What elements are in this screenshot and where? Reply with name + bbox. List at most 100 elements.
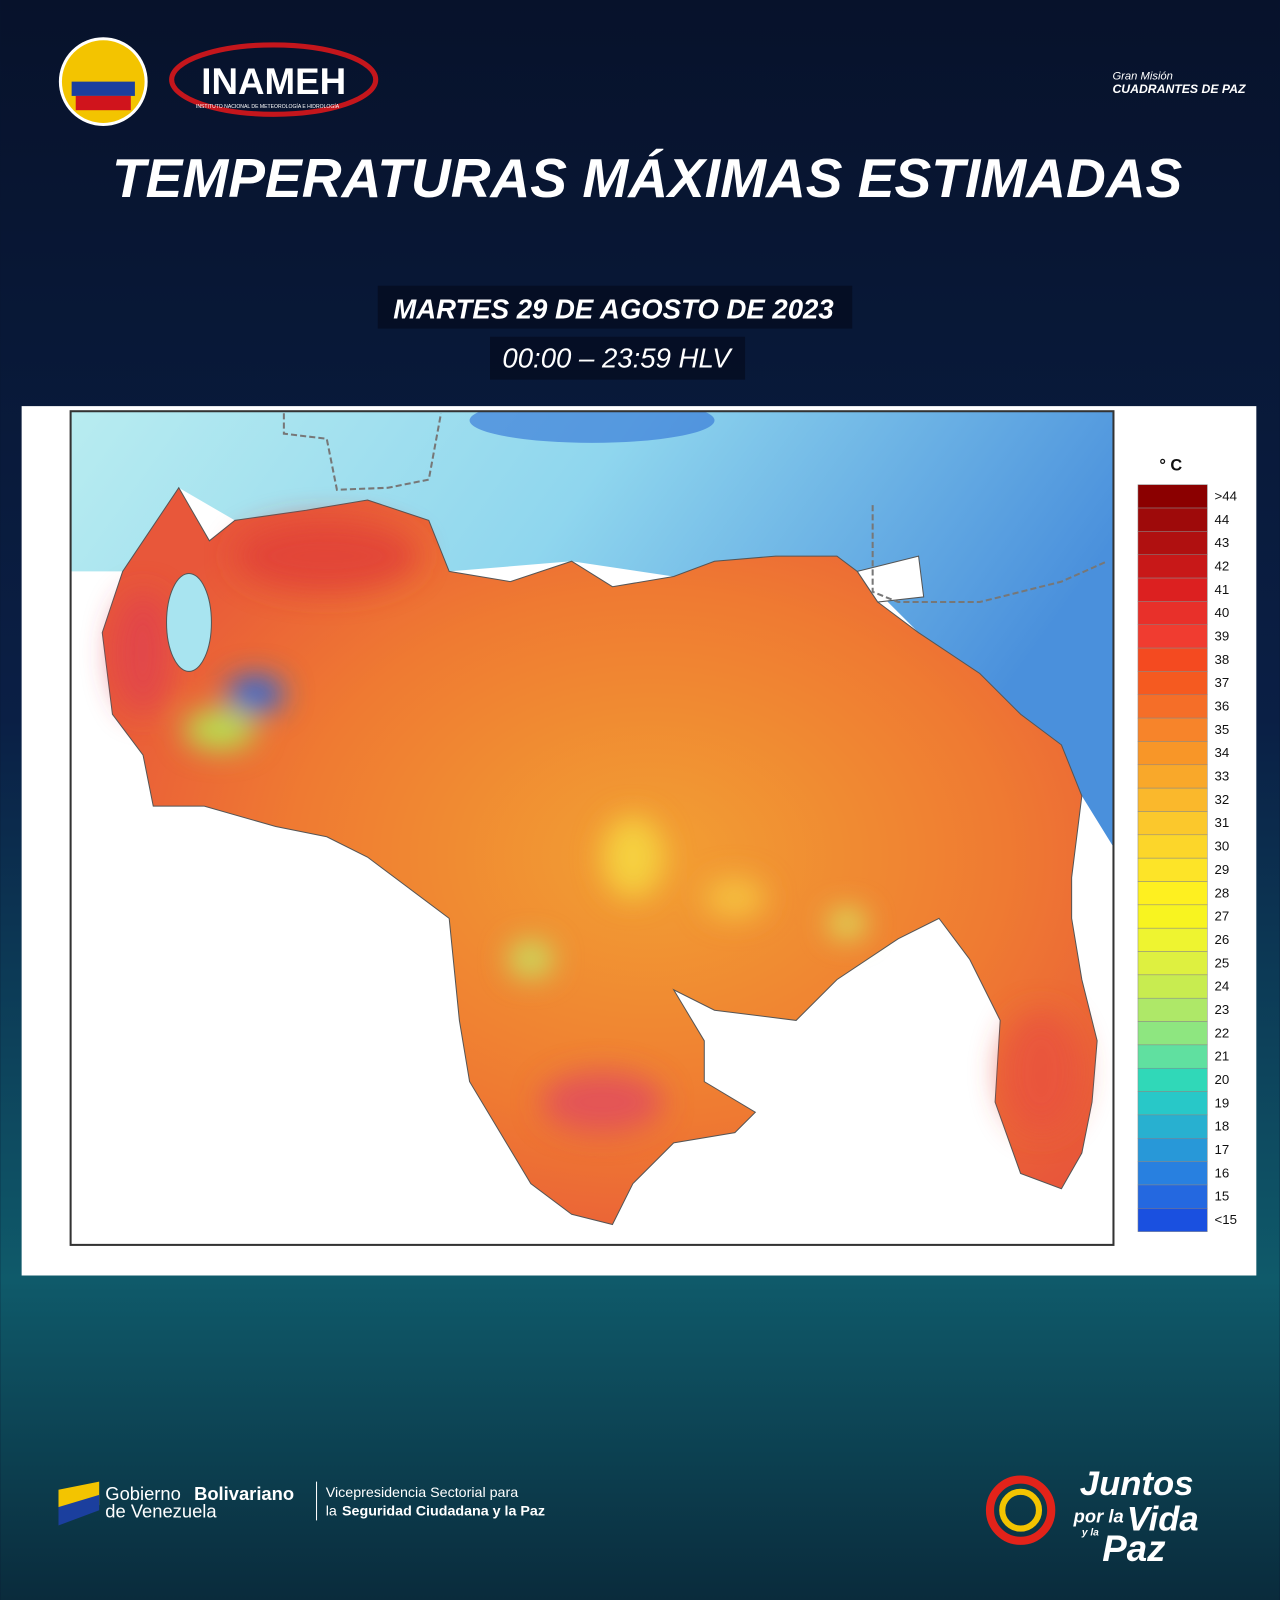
legend-label: 42 [1214,558,1229,573]
date-box [377,285,853,329]
legend-swatch [1137,904,1208,929]
legend-swatch [1137,671,1208,696]
footer-text: Bolivariano [194,1483,294,1504]
legend-label: 39 [1214,628,1229,643]
legend-label: 41 [1214,582,1229,597]
legend-swatch [1137,531,1208,555]
logo-text: INAMEH [201,61,346,102]
legend-label: 31 [1214,815,1229,830]
legend-swatch [1137,507,1208,532]
legend-label: 29 [1214,862,1229,877]
legend-label: <15 [1214,1212,1236,1227]
juntos-text: y la [1081,1528,1099,1539]
legend-swatch [1137,834,1208,859]
legend-swatch [1137,881,1208,906]
footer-text: Seguridad Ciudadana y la Paz [342,1503,545,1519]
legend-label: 35 [1214,722,1229,737]
legend-label: 43 [1214,535,1229,550]
legend-swatch [1137,1161,1208,1186]
legend-label: 25 [1214,955,1229,970]
legend-label: 38 [1214,652,1229,667]
legend-label: 26 [1214,932,1229,947]
legend-label: 21 [1214,1049,1229,1064]
legend-label: 32 [1214,792,1229,807]
legend: ° C >44 44 43 42 41 40 39 38 37 36 35 34 33 32 31 30 29 28… [1137,456,1237,1232]
legend-label: 28 [1214,885,1229,900]
venezuela [101,486,1098,1226]
legend-swatch [1137,997,1208,1022]
legend-label: >44 [1214,488,1236,503]
date: MARTES 29 DE AGOSTO DE 2023 [393,293,834,324]
logo-text: CUADRANTES DE PAZ [1112,82,1246,96]
juntos-logo [999,1488,1043,1532]
logo-text: Gran Misión [1112,71,1172,83]
legend-swatch [1137,741,1208,766]
map-frame [69,410,1115,1246]
legend-label: 30 [1214,839,1229,854]
inameh-logo [169,42,379,117]
legend-swatch [1137,554,1208,579]
footer-text: Gobierno [105,1483,181,1504]
legend-label: 40 [1214,605,1229,620]
legend-swatch [1137,787,1208,812]
legend-label: 15 [1214,1189,1229,1204]
juntos-text: Vida [1127,1501,1199,1539]
juntos-text: Paz [1102,1528,1166,1569]
legend-swatch [1137,647,1208,672]
juntos-logo [985,1475,1056,1545]
time: 00:00 – 23:59 HLV [502,342,733,373]
legend-swatch [1137,811,1208,836]
legend-label: 33 [1214,769,1229,784]
ocean [70,411,1114,847]
legend-label: 36 [1214,699,1229,714]
legend-label: 27 [1214,909,1229,924]
legend-swatch [1137,951,1208,976]
legend-swatch [1137,857,1208,882]
logo-subtext: INSTITUTO NACIONAL DE METEOROLOGÍA E HID… [196,103,340,110]
deep-water [469,411,715,443]
footer-text: Vicepresidencia Sectorial para [326,1485,518,1501]
legend-label: 18 [1214,1119,1229,1134]
legend-label: 24 [1214,979,1229,994]
flag-logo [58,1494,100,1526]
legend-swatch [1137,577,1208,602]
legend-label: 23 [1214,1002,1229,1017]
temperature-field [112,520,1082,1133]
trinidad [856,555,925,603]
legend-label: 17 [1214,1142,1229,1157]
border [282,413,443,491]
legend-swatch [1137,1044,1208,1069]
ministry-logo [71,81,135,96]
legend-swatch [1137,764,1208,789]
legend-swatch [1137,694,1208,719]
legend-label: 20 [1214,1072,1229,1087]
lake-maracaibo [166,572,212,672]
legend-swatch [1137,974,1208,999]
legend-label: 22 [1214,1025,1229,1040]
legend-label: 37 [1214,675,1229,690]
legend-unit: ° C [1159,456,1182,474]
legend-swatch [1137,1138,1208,1162]
footer-text: de Venezuela [105,1500,217,1521]
ministry-logo [75,95,131,111]
legend-label: 34 [1214,745,1229,760]
legend-swatch [1137,484,1208,509]
legend-swatch [1137,1184,1208,1209]
legend-swatch [1137,601,1208,625]
legend-label: 44 [1214,512,1229,527]
border [871,505,1108,604]
time-box [490,336,746,380]
legend-swatch [1137,624,1208,649]
footer-text: la [326,1503,337,1519]
legend-swatch [1137,927,1208,952]
legend-swatch [1137,1114,1208,1139]
juntos-text: Juntos [1080,1465,1194,1503]
juntos-text: por la [1073,1505,1124,1526]
legend-label: 16 [1214,1165,1229,1180]
map [70,411,1114,1245]
legend-swatch [1137,717,1208,742]
legend-swatch [1137,1208,1208,1232]
legend-swatch [1137,1021,1208,1046]
legend-swatch [1137,1067,1208,1092]
